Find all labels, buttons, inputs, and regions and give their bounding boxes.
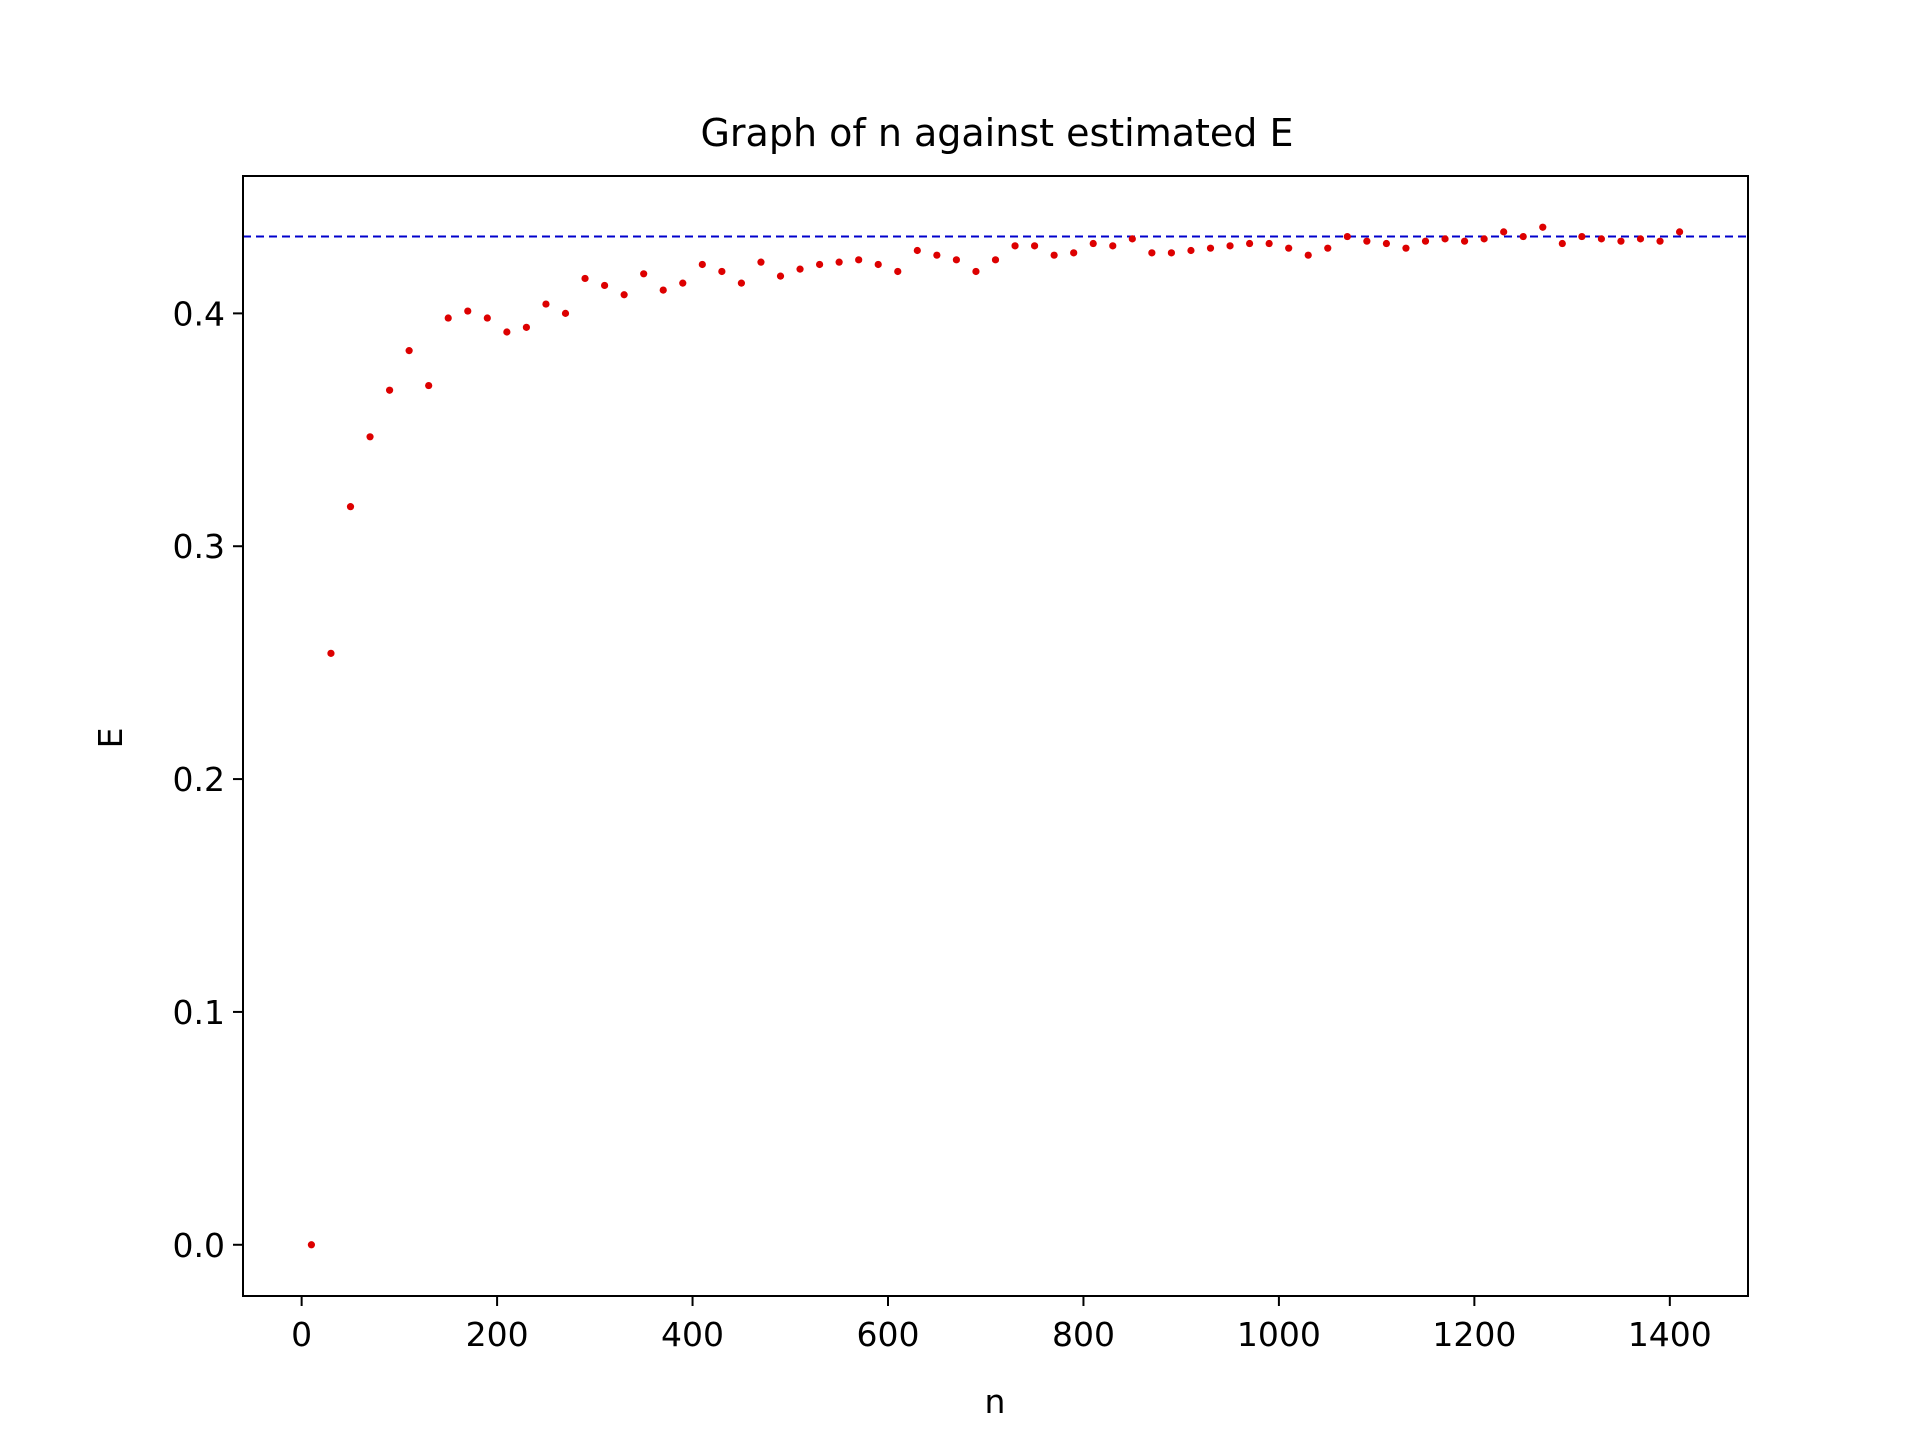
data-point [1656,237,1664,245]
data-point [1363,237,1371,245]
y-axis-label: E [91,728,130,749]
data-point [1011,242,1019,250]
data-point [952,256,961,264]
x-tick-label: 1200 [1432,1315,1516,1354]
data-point [1460,237,1469,245]
data-point [542,300,550,308]
x-axis: 0 200 400 600 800 1000 1200 1400 [291,1296,1712,1354]
data-point [327,649,335,657]
data-point [874,260,882,269]
data-point [444,314,452,322]
data-point [346,503,355,511]
data-point [933,251,941,259]
data-point [1304,251,1312,259]
data-point [659,286,667,294]
data-point [1030,242,1039,250]
data-point [1500,228,1508,236]
data-point [620,291,628,299]
data-point [561,309,570,317]
chart-title: Graph of n against estimated E [700,111,1293,155]
data-point [1206,244,1215,252]
data-point [776,272,785,280]
x-tick-label: 800 [1052,1315,1115,1354]
data-point [1539,223,1547,231]
data-point [1167,249,1176,257]
x-tick-label: 400 [661,1315,724,1354]
data-point [972,267,980,276]
data-point [1285,244,1293,252]
data-point [1324,244,1332,252]
data-point [1343,232,1351,241]
data-point [855,256,863,264]
x-tick-label: 600 [857,1315,920,1354]
data-point [1402,244,1410,252]
data-point [991,256,1000,264]
y-tick-label: 0.1 [173,993,225,1032]
plot-content [243,223,1748,1249]
data-point [1128,235,1136,243]
data-point [718,267,726,276]
y-tick-label: 0.2 [173,760,225,799]
data-point [913,246,921,255]
y-tick-label: 0.0 [173,1226,225,1265]
data-point [1578,232,1586,241]
data-point [1109,242,1117,250]
data-point [1636,235,1645,243]
data-point [737,279,746,287]
data-point [815,260,824,269]
data-point [581,274,589,283]
data-point [1382,239,1391,248]
x-axis-label: n [985,1382,1006,1421]
data-point [1226,242,1234,250]
data-point [698,260,706,269]
data-point [796,265,804,273]
data-point [503,328,511,336]
data-point [1519,232,1527,241]
data-point [366,433,374,441]
data-point [1089,239,1097,248]
data-point [1148,249,1156,257]
data-point [1070,249,1078,257]
x-tick-label: 1400 [1628,1315,1712,1354]
data-point [405,347,413,355]
data-point [1421,237,1430,245]
x-tick-label: 200 [466,1315,529,1354]
data-point [1245,239,1254,248]
data-point [1187,246,1195,255]
data-point [1558,239,1566,248]
data-point [835,258,843,266]
data-point [464,307,472,315]
data-point [757,258,765,266]
data-point [640,270,648,278]
y-axis: 0.0 0.1 0.2 0.3 0.4 [173,294,243,1265]
y-tick-label: 0.4 [173,294,225,333]
data-point [1265,239,1273,248]
data-point [307,1241,316,1249]
data-point [679,279,687,287]
data-point [483,314,491,322]
data-point [1617,237,1625,245]
data-point [1480,235,1488,243]
data-point [1441,235,1449,243]
x-tick-label: 0 [291,1315,312,1354]
y-tick-label: 0.3 [173,527,225,566]
data-point [385,386,394,394]
data-point [425,381,433,390]
data-point [1050,251,1058,259]
data-point [522,323,531,331]
data-point [600,281,609,290]
data-point [1675,228,1684,236]
plot-frame [242,175,1749,1297]
data-point [1597,235,1606,243]
data-point [894,267,902,276]
x-tick-label: 1000 [1237,1315,1321,1354]
